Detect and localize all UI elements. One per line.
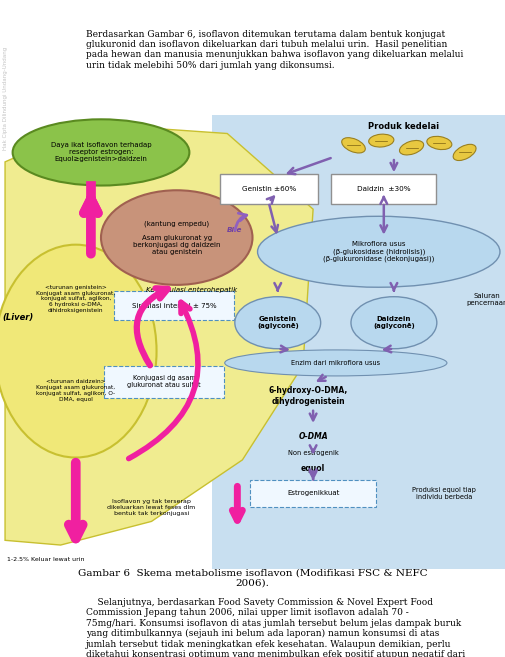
FancyBboxPatch shape: [331, 174, 436, 204]
Text: Daidzin  ±30%: Daidzin ±30%: [357, 187, 411, 193]
Text: Gambar 6  Skema metabolisme isoflavon (Modifikasi FSC & NEFC
2006).: Gambar 6 Skema metabolisme isoflavon (Mo…: [78, 568, 427, 588]
Text: Selanjutnya, berdasarkan Food Savety Commission & Novel Expert Food
Commission J: Selanjutnya, berdasarkan Food Savety Com…: [86, 598, 465, 657]
Text: Konjugasi dg asam
glukuronat atau sulfat: Konjugasi dg asam glukuronat atau sulfat: [127, 375, 201, 388]
Ellipse shape: [0, 244, 157, 457]
Ellipse shape: [427, 137, 452, 150]
FancyBboxPatch shape: [220, 174, 318, 204]
Text: Mikroflora usus
(β-glukosidase (hidrolisis))
(β-glukuronidase (dekonjugasi)): Mikroflora usus (β-glukosidase (hidrolis…: [323, 241, 434, 262]
Text: Ke sirkulasi enterohepatik: Ke sirkulasi enterohepatik: [146, 286, 237, 292]
Ellipse shape: [453, 145, 476, 160]
Text: Hak Cipta Dilindungi Undang-Undang: Hak Cipta Dilindungi Undang-Undang: [3, 47, 8, 150]
Text: Daidzein
(aglyconē): Daidzein (aglyconē): [373, 316, 415, 329]
Text: Produksi equol tiap
individu berbeda: Produksi equol tiap individu berbeda: [413, 487, 476, 500]
Text: Berdasarkan Gambar 6, isoflavon ditemukan terutama dalam bentuk konjugat
glukuro: Berdasarkan Gambar 6, isoflavon ditemuka…: [86, 30, 463, 70]
Text: Genistein
(aglyconē): Genistein (aglyconē): [257, 316, 298, 329]
Text: Genistin ±60%: Genistin ±60%: [241, 187, 296, 193]
Text: Sirkulasi internal ± 75%: Sirkulasi internal ± 75%: [132, 303, 217, 309]
Text: Isoflavon yg tak terserap
dikeluarkan lewat feses dlm
bentuk tak terkonjugasi: Isoflavon yg tak terserap dikeluarkan le…: [108, 499, 195, 516]
FancyBboxPatch shape: [104, 366, 224, 398]
Polygon shape: [5, 124, 313, 545]
FancyBboxPatch shape: [250, 480, 376, 507]
Ellipse shape: [235, 297, 321, 349]
Ellipse shape: [13, 120, 189, 185]
Ellipse shape: [351, 297, 437, 349]
Ellipse shape: [225, 350, 447, 376]
Ellipse shape: [101, 191, 252, 285]
Text: <turunan daidzein>
Konjugat asam glukuronat,
konjugat sulfat, aglikon, O-
DMA, e: <turunan daidzein> Konjugat asam glukuro…: [36, 380, 115, 402]
FancyArrowPatch shape: [235, 213, 247, 230]
Text: equol: equol: [301, 464, 325, 473]
Text: Produk kedelai: Produk kedelai: [369, 122, 439, 131]
Text: Enzim dari mikroflora usus: Enzim dari mikroflora usus: [291, 360, 380, 366]
Text: (Liver): (Liver): [3, 313, 34, 323]
Text: 1-2.5% Keluar lewat urin: 1-2.5% Keluar lewat urin: [7, 556, 84, 562]
FancyBboxPatch shape: [114, 292, 234, 320]
Ellipse shape: [399, 141, 424, 155]
Ellipse shape: [342, 138, 365, 153]
FancyArrowPatch shape: [129, 302, 198, 459]
FancyArrowPatch shape: [137, 288, 168, 365]
Text: Estrogenikkuat: Estrogenikkuat: [287, 491, 339, 497]
Text: <turunan genistein>
Konjugat asam glukuronat,
konjugat sulfat, aglikon,
6 hydrok: <turunan genistein> Konjugat asam glukur…: [36, 285, 115, 313]
Polygon shape: [212, 114, 505, 569]
Ellipse shape: [258, 216, 500, 287]
Text: Daya ikat isoflavon terhadap
reseptor estrogen:
Equol≥genistein>daidzein: Daya ikat isoflavon terhadap reseptor es…: [50, 143, 152, 162]
Ellipse shape: [369, 134, 394, 147]
Text: O-DMA: O-DMA: [298, 432, 328, 441]
Text: 6-hydroxy-O-DMA,
dihydrogenistein: 6-hydroxy-O-DMA, dihydrogenistein: [269, 386, 347, 406]
Text: Saluran
pencernaan: Saluran pencernaan: [467, 292, 505, 306]
Text: Non estrogenik: Non estrogenik: [288, 450, 338, 456]
Text: Bile: Bile: [227, 227, 242, 233]
Text: (kantung empedu)

Asam glukuronat yg
berkonjugasi dg daidzein
atau genistein: (kantung empedu) Asam glukuronat yg berk…: [133, 220, 221, 255]
